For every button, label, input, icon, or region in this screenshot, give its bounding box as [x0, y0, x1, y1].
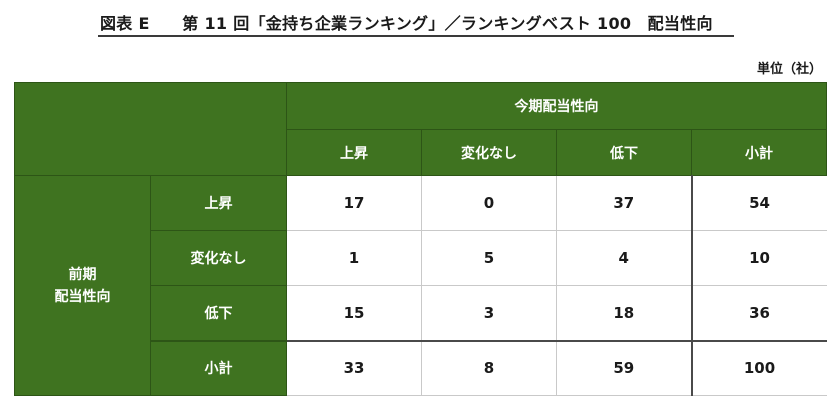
cell: 17 — [286, 175, 422, 231]
table-row-total: 小計 33 8 59 100 — [15, 339, 827, 396]
previous-payout-line1: 前期 — [68, 266, 97, 283]
cell: 4 — [556, 230, 692, 286]
cell: 5 — [421, 230, 557, 286]
cell-subtotal: 36 — [690, 285, 827, 341]
figure-title: 図表 E 第 11 回「金持ち企業ランキング」／ランキングベスト 100 配当性… — [100, 14, 713, 33]
cell: 1 — [286, 230, 422, 286]
row-header-rise: 上昇 — [150, 175, 287, 231]
cell: 3 — [421, 285, 557, 341]
cell: 15 — [286, 285, 422, 341]
row-header-unchanged: 変化なし — [150, 230, 287, 286]
cell-total: 59 — [556, 339, 692, 396]
col-header-unchanged: 変化なし — [421, 129, 557, 176]
row-header-subtotal: 小計 — [150, 339, 287, 396]
cell-total: 8 — [421, 339, 557, 396]
cell-subtotal: 54 — [690, 175, 827, 231]
title-underline — [98, 35, 734, 37]
col-header-rise: 上昇 — [286, 129, 422, 176]
current-payout-header: 今期配当性向 — [286, 82, 827, 130]
cell: 18 — [556, 285, 692, 341]
cell-subtotal: 10 — [690, 230, 827, 286]
cell-total: 33 — [286, 339, 422, 396]
col-header-decline: 低下 — [556, 129, 692, 176]
previous-payout-line2: 配当性向 — [54, 288, 111, 305]
corner-header — [14, 82, 287, 176]
table-row: 低下 15 3 18 36 — [15, 285, 827, 341]
unit-label: 単位（社） — [756, 62, 822, 77]
cell-grand-total: 100 — [690, 339, 827, 396]
row-header-decline: 低下 — [150, 285, 287, 341]
col-header-subtotal: 小計 — [691, 129, 827, 176]
previous-payout-header: 前期 配当性向 — [14, 175, 151, 396]
cell: 0 — [421, 175, 557, 231]
table-row: 前期 配当性向 上昇 17 0 37 54 — [14, 175, 827, 396]
table-row: 変化なし 1 5 4 10 — [15, 230, 827, 286]
cell: 37 — [556, 175, 692, 231]
dividend-payout-table: 今期配当性向 上昇 変化なし 低下 小計 前期 配当性向 上昇 17 0 37 … — [14, 82, 827, 396]
